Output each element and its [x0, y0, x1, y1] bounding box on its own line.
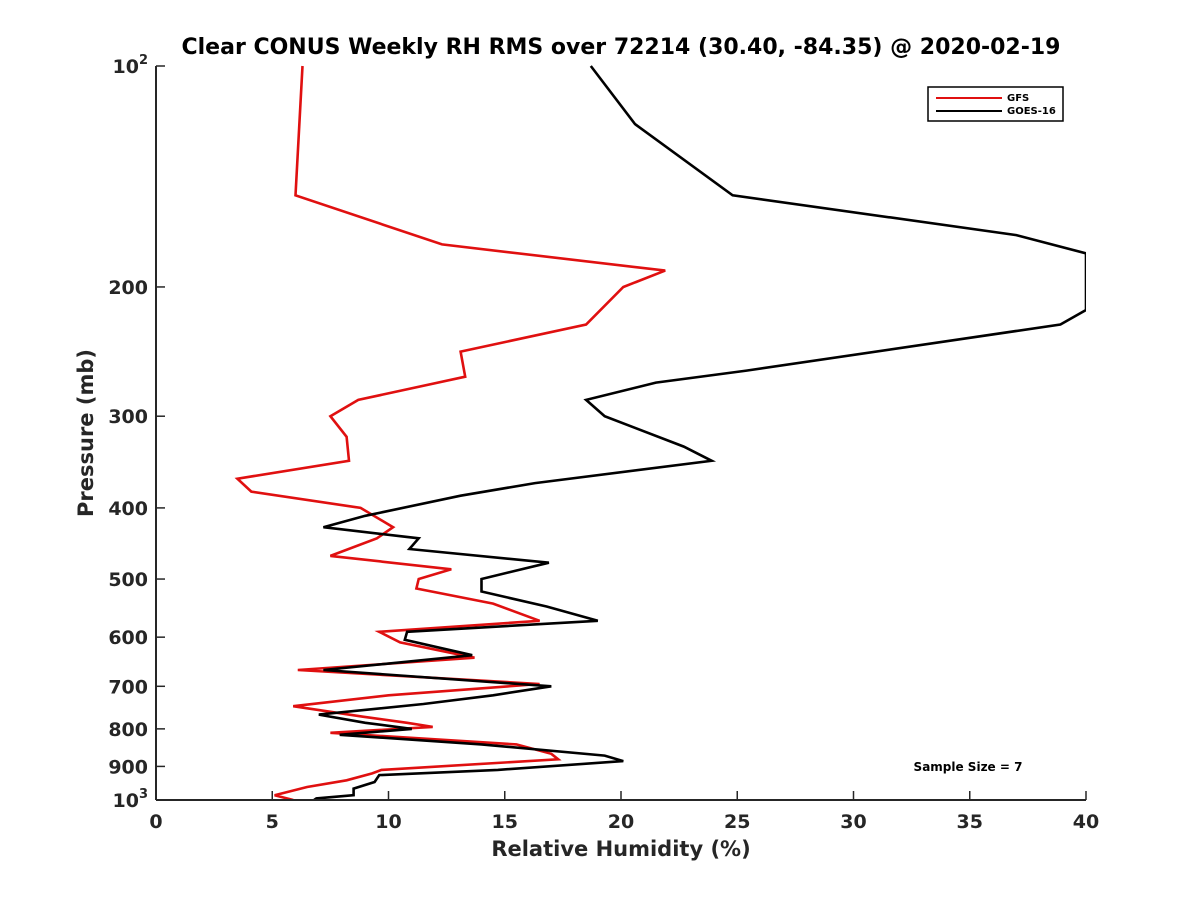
y-tick-label: 600 [108, 627, 148, 649]
y-tick-label: 700 [108, 676, 148, 698]
x-axis-title: Relative Humidity (%) [491, 837, 750, 861]
legend-box [927, 86, 1064, 122]
y-tick-label: 102 [113, 53, 149, 78]
series-line-gfs [234, 65, 666, 801]
x-tick-label: 25 [724, 811, 750, 833]
series-line-goes16 [313, 65, 1086, 801]
chart-title: Clear CONUS Weekly RH RMS over 72214 (30… [182, 35, 1061, 60]
y-axis-ticks: 102 200 300 400 500 600 700 800 900 103 [108, 53, 165, 812]
x-tick-label: 15 [492, 811, 518, 833]
x-tick-label: 5 [266, 811, 279, 833]
series-layer [234, 65, 1086, 801]
y-tick-label: 300 [108, 406, 148, 428]
x-tick-label: 10 [375, 811, 401, 833]
x-tick-label: 40 [1073, 811, 1099, 833]
x-tick-label: 20 [608, 811, 634, 833]
x-tick-label: 0 [149, 811, 162, 833]
x-tick-label: 30 [840, 811, 866, 833]
y-tick-label: 800 [108, 719, 148, 741]
legend-label-goes16: GOES-16 [1007, 106, 1056, 117]
y-tick-label: 200 [108, 277, 148, 299]
sample-size-annotation: Sample Size = 7 [914, 760, 1023, 774]
y-tick-label: 103 [113, 787, 149, 812]
y-tick-label: 500 [108, 569, 148, 591]
legend: GFS GOES-16 [927, 86, 1064, 122]
x-tick-label: 35 [957, 811, 983, 833]
legend-label-gfs: GFS [1007, 93, 1029, 104]
x-axis-ticks: 0 5 10 15 20 25 30 35 40 [149, 791, 1099, 833]
y-tick-label: 900 [108, 756, 148, 778]
y-axis-title: Pressure (mb) [74, 349, 98, 517]
y-tick-label: 400 [108, 498, 148, 520]
